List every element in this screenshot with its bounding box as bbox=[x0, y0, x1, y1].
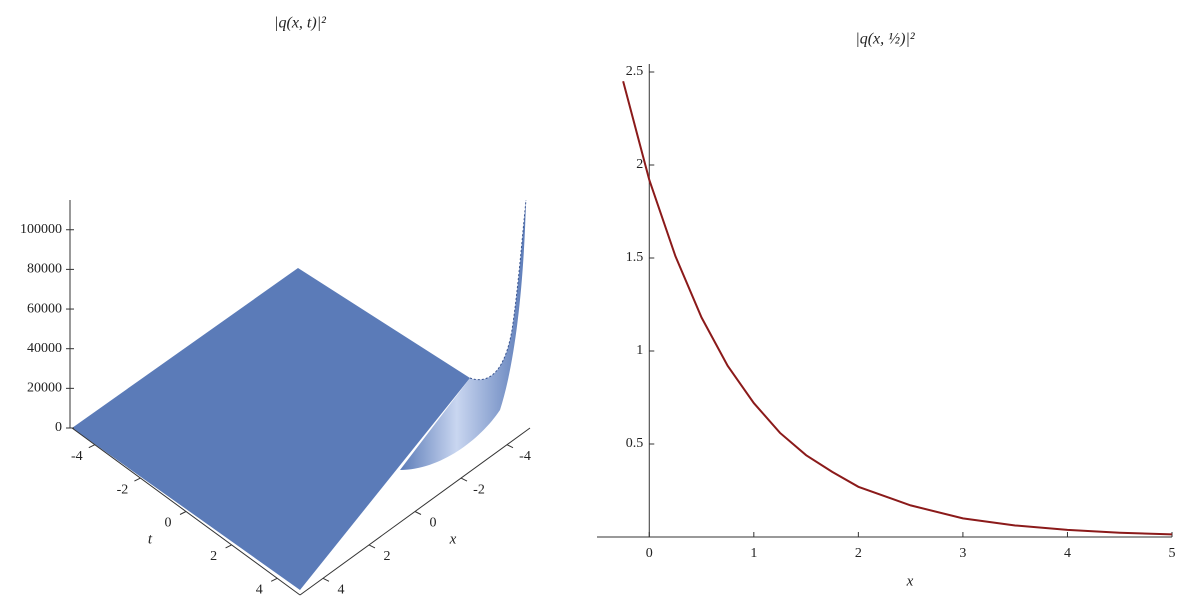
y-axis-label: t bbox=[148, 531, 153, 547]
y-tick-label: 2 bbox=[210, 549, 217, 564]
y-tick-label: 0.5 bbox=[626, 436, 644, 451]
chart-title: |q(x, t)|² bbox=[274, 15, 327, 32]
y-tick bbox=[270, 577, 278, 582]
surface-edge bbox=[469, 199, 527, 381]
y-tick bbox=[88, 444, 96, 449]
y-tick bbox=[179, 511, 187, 515]
surface bbox=[72, 268, 470, 590]
x-tick-label: 5 bbox=[1169, 546, 1176, 561]
y-tick-label: 1.5 bbox=[626, 250, 644, 265]
z-tick-label: 80000 bbox=[27, 262, 62, 277]
y-tick-label: 1 bbox=[636, 343, 643, 358]
z-tick-label: 100000 bbox=[20, 222, 62, 237]
z-tick-label: 20000 bbox=[27, 381, 62, 396]
z-tick-label: 60000 bbox=[27, 301, 62, 316]
x-tick-label: 3 bbox=[959, 546, 966, 561]
y-tick-label: 0 bbox=[165, 516, 172, 531]
y-tick-label: -2 bbox=[117, 482, 129, 497]
y-tick bbox=[225, 544, 232, 549]
y-tick-label: 2.5 bbox=[626, 64, 644, 79]
x-tick bbox=[460, 477, 468, 482]
x-tick bbox=[322, 577, 330, 582]
y-tick-label: -4 bbox=[71, 449, 83, 464]
x-tick-label: 2 bbox=[384, 549, 391, 564]
surface-rise bbox=[400, 200, 526, 470]
x-tick-label: 4 bbox=[1064, 546, 1071, 561]
x-tick bbox=[414, 511, 422, 515]
x-tick bbox=[506, 444, 514, 449]
x-tick-label: 1 bbox=[750, 546, 757, 561]
x-tick bbox=[368, 544, 376, 549]
line-series bbox=[622, 81, 1173, 536]
x-axis-label: x bbox=[449, 531, 457, 547]
y-tick-label: 2 bbox=[636, 157, 643, 172]
y-tick-label: 4 bbox=[256, 583, 263, 598]
x-tick-label: 4 bbox=[338, 583, 345, 598]
x-tick-label: -2 bbox=[473, 482, 485, 497]
x-tick-label: 0 bbox=[646, 546, 653, 561]
x-tick-label: -4 bbox=[519, 449, 531, 464]
x-tick-label: 0 bbox=[430, 516, 437, 531]
z-tick-label: 0 bbox=[55, 420, 62, 435]
x-tick-label: 2 bbox=[855, 546, 862, 561]
chart-title: |q(x, ½)|² bbox=[855, 31, 916, 48]
x-axis-label: x bbox=[906, 573, 914, 589]
z-tick-label: 40000 bbox=[27, 341, 62, 356]
y-tick bbox=[134, 477, 141, 482]
